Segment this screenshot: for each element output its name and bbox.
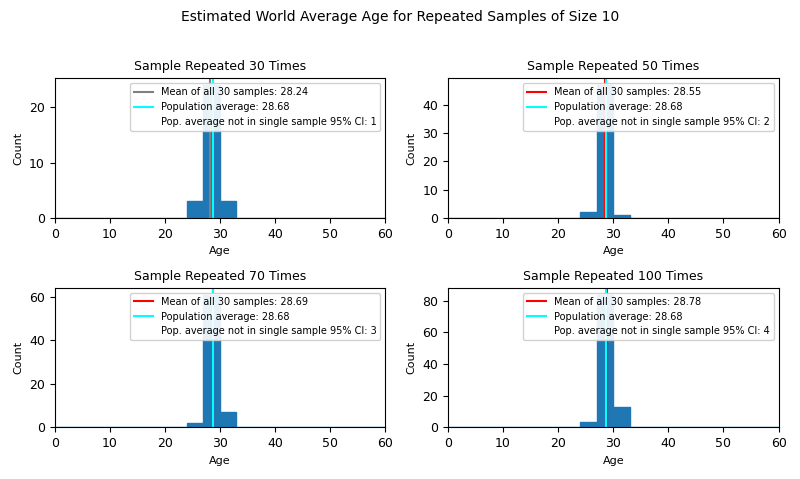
Bar — [597, 85, 614, 218]
Title: Sample Repeated 30 Times: Sample Repeated 30 Times — [134, 60, 306, 73]
X-axis label: Age: Age — [209, 246, 230, 256]
Y-axis label: Count: Count — [14, 132, 23, 165]
Bar — [614, 215, 630, 218]
Bar — [220, 412, 237, 427]
Bar — [597, 295, 614, 427]
Legend: Mean of all 30 samples: 28.55, Population average: 28.68, Pop. average not in si: Mean of all 30 samples: 28.55, Populatio… — [523, 83, 774, 131]
Legend: Mean of all 30 samples: 28.69, Population average: 28.68, Pop. average not in si: Mean of all 30 samples: 28.69, Populatio… — [130, 293, 380, 340]
Bar — [187, 423, 203, 427]
X-axis label: Age: Age — [209, 456, 230, 466]
Title: Sample Repeated 50 Times: Sample Repeated 50 Times — [527, 60, 699, 73]
Y-axis label: Count: Count — [14, 341, 23, 374]
Bar — [614, 407, 630, 427]
Bar — [580, 422, 597, 427]
Y-axis label: Count: Count — [406, 341, 417, 374]
Legend: Mean of all 30 samples: 28.78, Population average: 28.68, Pop. average not in si: Mean of all 30 samples: 28.78, Populatio… — [523, 293, 774, 340]
Bar — [580, 212, 597, 218]
Text: Estimated World Average Age for Repeated Samples of Size 10: Estimated World Average Age for Repeated… — [181, 10, 619, 23]
Legend: Mean of all 30 samples: 28.24, Population average: 28.68, Pop. average not in si: Mean of all 30 samples: 28.24, Populatio… — [130, 83, 380, 131]
Title: Sample Repeated 70 Times: Sample Repeated 70 Times — [134, 270, 306, 283]
X-axis label: Age: Age — [602, 456, 624, 466]
Title: Sample Repeated 100 Times: Sample Repeated 100 Times — [523, 270, 703, 283]
X-axis label: Age: Age — [602, 246, 624, 256]
Y-axis label: Count: Count — [407, 132, 417, 165]
Bar — [220, 201, 237, 218]
Bar — [203, 85, 220, 218]
Bar — [187, 201, 203, 218]
Bar — [203, 295, 220, 427]
